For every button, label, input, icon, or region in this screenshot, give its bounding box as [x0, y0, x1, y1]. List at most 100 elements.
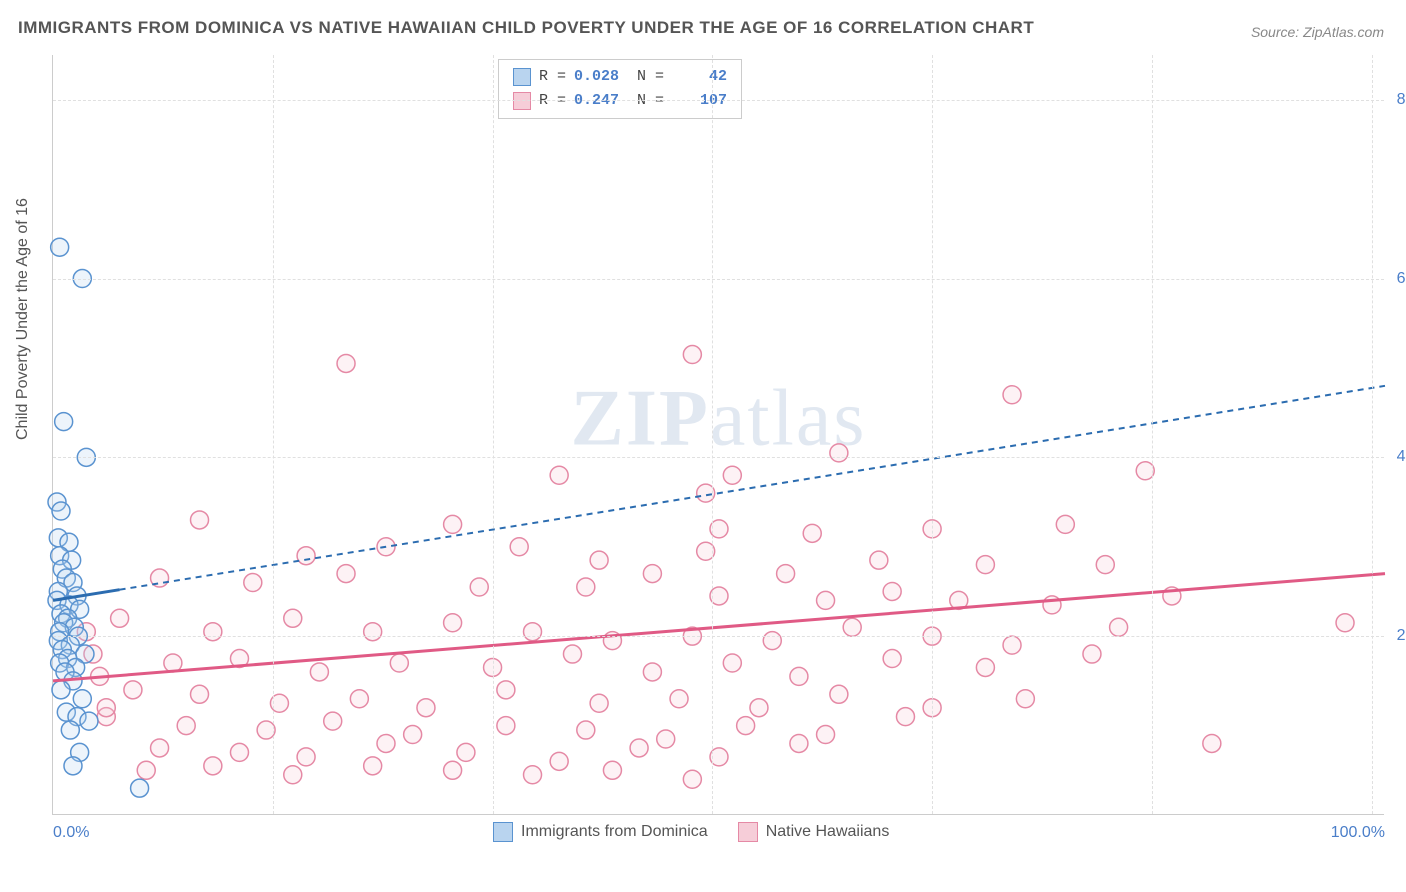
- data-point: [630, 739, 648, 757]
- series-legend: Immigrants from Dominica Native Hawaiians: [493, 822, 889, 842]
- data-point: [470, 578, 488, 596]
- data-point: [777, 565, 795, 583]
- data-point: [73, 690, 91, 708]
- data-point: [55, 413, 73, 431]
- data-point: [497, 681, 515, 699]
- trend-line: [120, 386, 1385, 590]
- data-point: [151, 739, 169, 757]
- data-point: [52, 681, 70, 699]
- data-point: [444, 761, 462, 779]
- gridline-h: [53, 100, 1384, 101]
- y-tick-label: 40.0%: [1387, 448, 1406, 466]
- data-point: [830, 685, 848, 703]
- data-point: [297, 547, 315, 565]
- data-point: [803, 524, 821, 542]
- gridline-v: [1372, 55, 1373, 814]
- data-point: [444, 614, 462, 632]
- data-point: [1336, 614, 1354, 632]
- data-point: [337, 565, 355, 583]
- chart-container: IMMIGRANTS FROM DOMINICA VS NATIVE HAWAI…: [0, 0, 1406, 892]
- legend-row: R =0.247 N =107: [513, 89, 727, 113]
- data-point: [723, 466, 741, 484]
- data-point: [124, 681, 142, 699]
- data-point: [763, 632, 781, 650]
- data-point: [191, 685, 209, 703]
- gridline-v: [493, 55, 494, 814]
- data-point: [670, 690, 688, 708]
- data-point: [417, 699, 435, 717]
- data-point: [310, 663, 328, 681]
- legend-item: Native Hawaiians: [738, 822, 890, 842]
- y-axis-label: Child Poverty Under the Age of 16: [14, 198, 32, 440]
- data-point: [337, 354, 355, 372]
- data-point: [643, 565, 661, 583]
- y-tick-label: 60.0%: [1387, 270, 1406, 288]
- data-point: [590, 551, 608, 569]
- data-point: [603, 761, 621, 779]
- data-point: [52, 502, 70, 520]
- data-point: [1083, 645, 1101, 663]
- x-tick-label: 0.0%: [53, 824, 89, 842]
- gridline-v: [712, 55, 713, 814]
- legend-swatch: [513, 92, 531, 110]
- correlation-legend: R =0.028 N =42 R =0.247 N =107: [498, 59, 742, 119]
- data-point: [737, 717, 755, 735]
- data-point: [1056, 515, 1074, 533]
- data-point: [1003, 386, 1021, 404]
- legend-swatch: [493, 822, 513, 842]
- data-point: [191, 511, 209, 529]
- data-point: [976, 556, 994, 574]
- data-point: [80, 712, 98, 730]
- data-point: [64, 757, 82, 775]
- data-point: [284, 766, 302, 784]
- data-point: [364, 623, 382, 641]
- gridline-v: [932, 55, 933, 814]
- data-point: [683, 346, 701, 364]
- data-point: [177, 717, 195, 735]
- data-point: [111, 609, 129, 627]
- data-point: [590, 694, 608, 712]
- data-point: [577, 578, 595, 596]
- data-point: [324, 712, 342, 730]
- data-point: [444, 515, 462, 533]
- data-point: [457, 743, 475, 761]
- data-point: [683, 770, 701, 788]
- data-point: [896, 708, 914, 726]
- data-point: [1203, 734, 1221, 752]
- data-point: [1096, 556, 1114, 574]
- data-point: [284, 609, 302, 627]
- data-point: [97, 699, 115, 717]
- gridline-h: [53, 457, 1384, 458]
- data-point: [51, 238, 69, 256]
- gridline-h: [53, 636, 1384, 637]
- data-point: [204, 757, 222, 775]
- data-point: [1003, 636, 1021, 654]
- data-point: [563, 645, 581, 663]
- data-point: [244, 574, 262, 592]
- data-point: [350, 690, 368, 708]
- y-tick-label: 20.0%: [1387, 627, 1406, 645]
- gridline-v: [273, 55, 274, 814]
- data-point: [817, 591, 835, 609]
- data-point: [204, 623, 222, 641]
- data-point: [550, 466, 568, 484]
- data-point: [404, 726, 422, 744]
- data-point: [723, 654, 741, 672]
- data-point: [657, 730, 675, 748]
- scatter-svg: [53, 55, 1384, 814]
- y-tick-label: 80.0%: [1387, 91, 1406, 109]
- data-point: [883, 650, 901, 668]
- data-point: [297, 748, 315, 766]
- data-point: [790, 667, 808, 685]
- legend-item: Immigrants from Dominica: [493, 822, 708, 842]
- source-link[interactable]: ZipAtlas.com: [1303, 24, 1384, 40]
- data-point: [364, 757, 382, 775]
- chart-title: IMMIGRANTS FROM DOMINICA VS NATIVE HAWAI…: [18, 18, 1034, 38]
- data-point: [377, 734, 395, 752]
- data-point: [577, 721, 595, 739]
- data-point: [883, 582, 901, 600]
- data-point: [870, 551, 888, 569]
- data-point: [390, 654, 408, 672]
- data-point: [976, 658, 994, 676]
- data-point: [131, 779, 149, 797]
